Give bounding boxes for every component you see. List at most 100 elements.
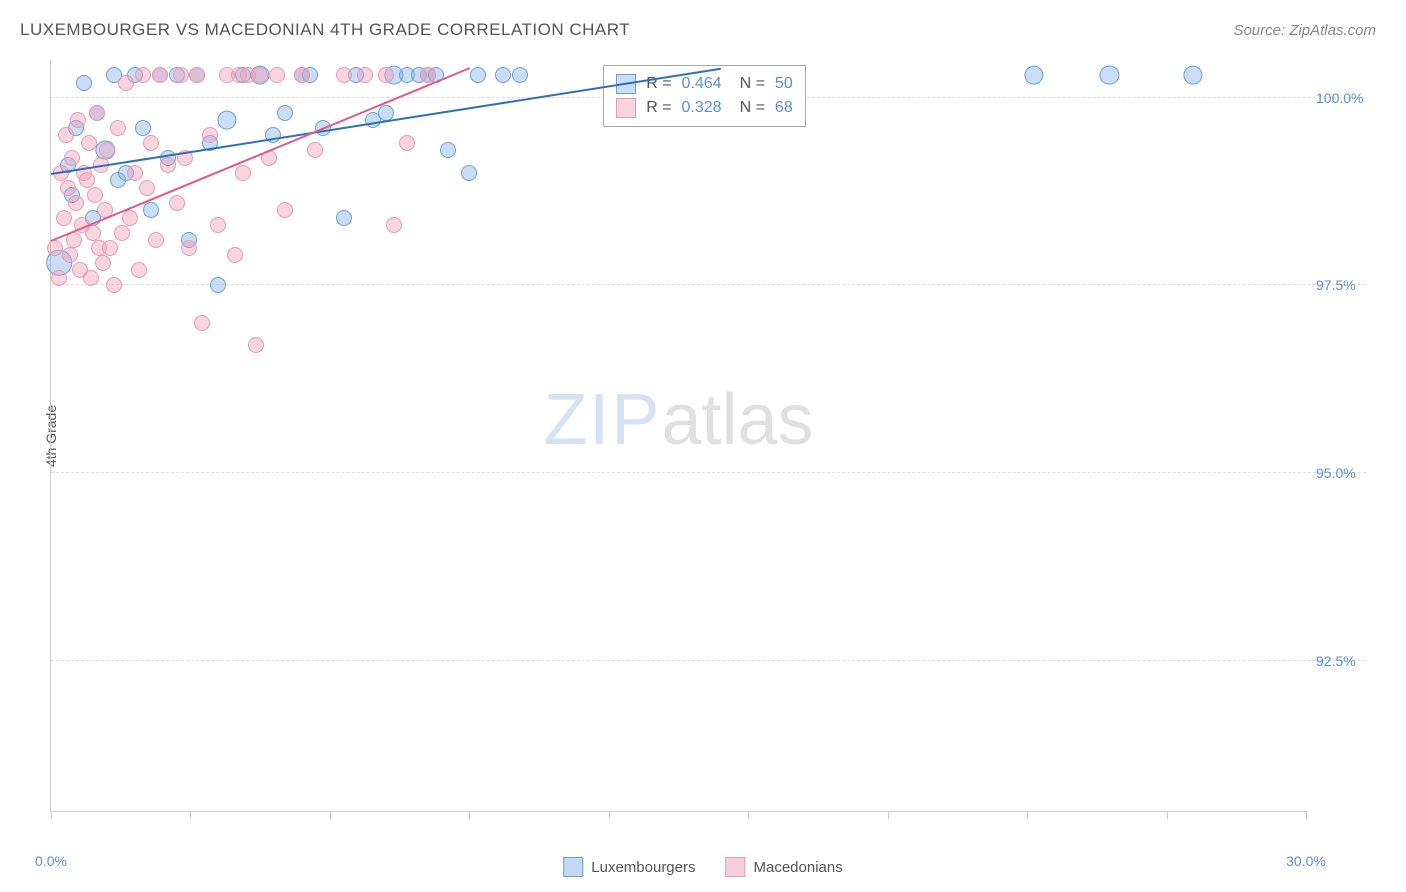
data-point (114, 225, 130, 241)
y-tick-label: 100.0% (1316, 90, 1376, 106)
stats-r-value: 0.464 (682, 75, 722, 93)
x-tick (748, 811, 749, 819)
data-point (99, 142, 115, 158)
data-point (217, 111, 236, 130)
data-point (269, 67, 285, 83)
data-point (386, 217, 402, 233)
stats-n-value: 50 (775, 75, 793, 93)
x-tick (1027, 811, 1028, 819)
grid-line (51, 284, 1366, 285)
grid-line (51, 660, 1366, 661)
legend-swatch (726, 857, 746, 877)
data-point (336, 67, 352, 83)
x-tick (1167, 811, 1168, 819)
data-point (58, 127, 74, 143)
data-point (76, 75, 92, 91)
watermark: ZIPatlas (543, 379, 813, 461)
data-point (461, 165, 477, 181)
data-point (83, 270, 99, 286)
data-point (357, 67, 373, 83)
data-point (248, 337, 264, 353)
data-point (294, 67, 310, 83)
data-point (102, 240, 118, 256)
stats-n-value: 68 (775, 99, 793, 117)
stats-row: R =0.464N =50 (616, 72, 793, 96)
stats-r-label: R = (646, 99, 671, 117)
chart-title: LUXEMBOURGER VS MACEDONIAN 4TH GRADE COR… (20, 20, 630, 40)
data-point (420, 67, 436, 83)
data-point (169, 195, 185, 211)
data-point (60, 180, 76, 196)
data-point (512, 67, 528, 83)
data-point (127, 165, 143, 181)
legend-label: Luxembourgers (591, 859, 695, 876)
data-point (148, 232, 164, 248)
data-point (1100, 65, 1119, 84)
data-point (51, 270, 67, 286)
data-point (70, 112, 86, 128)
grid-line (51, 472, 1366, 473)
y-tick-label: 92.5% (1316, 653, 1376, 669)
data-point (210, 277, 226, 293)
chart-header: LUXEMBOURGER VS MACEDONIAN 4TH GRADE COR… (0, 0, 1406, 50)
data-point (277, 105, 293, 121)
legend-label: Macedonians (754, 859, 843, 876)
data-point (64, 150, 80, 166)
stats-row: R = 0.328 N = 68 (616, 96, 793, 120)
data-point (378, 105, 394, 121)
data-point (181, 240, 197, 256)
data-point (210, 217, 226, 233)
data-point (470, 67, 486, 83)
legend-swatch (563, 857, 583, 877)
data-point (110, 120, 126, 136)
legend-item: Luxembourgers (563, 857, 695, 877)
data-point (440, 142, 456, 158)
data-point (378, 67, 394, 83)
data-point (194, 315, 210, 331)
x-tick (330, 811, 331, 819)
legend-item: Macedonians (726, 857, 843, 877)
data-point (143, 135, 159, 151)
data-point (139, 180, 155, 196)
x-tick (51, 811, 52, 819)
data-point (135, 67, 151, 83)
data-point (1024, 65, 1043, 84)
data-point (79, 172, 95, 188)
chart-container: 4th Grade ZIPatlas 92.5%95.0%97.5%100.0%… (50, 60, 1306, 812)
data-point (81, 135, 97, 151)
x-tick (1306, 811, 1307, 819)
data-point (152, 67, 168, 83)
data-point (227, 247, 243, 263)
data-point (495, 67, 511, 83)
data-point (252, 67, 268, 83)
watermark-atlas: atlas (661, 380, 813, 460)
data-point (1183, 65, 1202, 84)
data-point (336, 210, 352, 226)
stats-r-value: 0.328 (682, 99, 722, 117)
x-tick (609, 811, 610, 819)
x-tick-label: 0.0% (35, 853, 67, 869)
watermark-zip: ZIP (543, 380, 661, 460)
data-point (399, 135, 415, 151)
x-tick (469, 811, 470, 819)
stats-n-label: N = (740, 75, 765, 93)
legend-swatch (616, 98, 636, 118)
data-point (47, 240, 63, 256)
data-point (160, 157, 176, 173)
data-point (173, 67, 189, 83)
data-point (89, 105, 105, 121)
data-point (87, 187, 103, 203)
data-point (189, 67, 205, 83)
x-tick (888, 811, 889, 819)
x-tick (190, 811, 191, 819)
data-point (106, 277, 122, 293)
data-point (95, 255, 111, 271)
x-tick-label: 30.0% (1286, 853, 1326, 869)
plot-area: ZIPatlas 92.5%95.0%97.5%100.0%0.0%30.0%R… (50, 60, 1306, 812)
chart-source: Source: ZipAtlas.com (1233, 22, 1376, 39)
data-point (307, 142, 323, 158)
data-point (68, 195, 84, 211)
data-point (202, 127, 218, 143)
bottom-legend: Luxembourgers Macedonians (563, 857, 842, 877)
stats-n-label: N = (740, 99, 765, 117)
